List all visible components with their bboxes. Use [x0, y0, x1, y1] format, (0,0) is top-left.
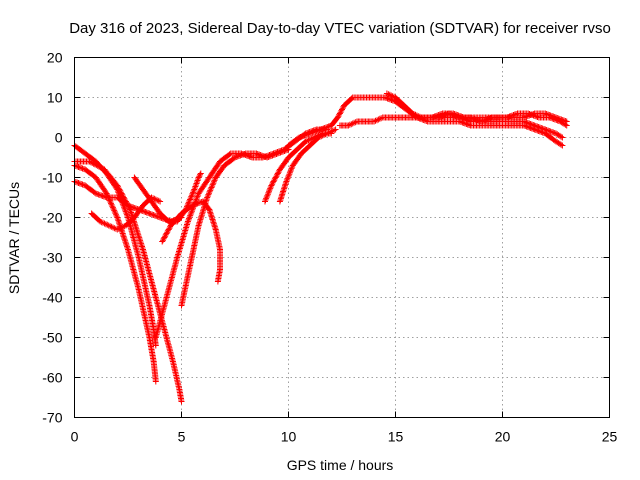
series-markers [276, 126, 339, 205]
x-axis-label: GPS time / hours [287, 457, 394, 473]
series-track-6 [131, 170, 204, 225]
y-tick-label: -40 [42, 290, 62, 306]
y-tick-label: -10 [42, 170, 62, 186]
series-markers [131, 170, 204, 225]
series-track-11 [276, 126, 339, 205]
data-points [71, 90, 570, 405]
x-tick-label: 0 [71, 429, 79, 445]
x-tick-label: 25 [602, 429, 618, 445]
series-markers [336, 114, 566, 149]
y-tick-label: -50 [42, 330, 62, 346]
series-track-14 [336, 114, 566, 149]
y-tick-label: 0 [55, 130, 63, 146]
chart-title: Day 316 of 2023, Sidereal Day-to-day VTE… [69, 20, 611, 37]
y-tick-label: 20 [47, 50, 63, 66]
plot-frame [74, 57, 610, 418]
x-tick-label: 5 [178, 429, 186, 445]
series-markers [152, 126, 330, 341]
axis-ticks: 0 5 10 15 20 25 20 10 0 -10 -20 -30 -40 -50 -60 -70 [42, 50, 617, 445]
series-track-3 [71, 158, 185, 405]
series-markers [435, 110, 570, 125]
series-markers [71, 158, 185, 405]
series-track-9 [178, 146, 292, 309]
series-track-8 [152, 126, 330, 341]
y-tick-label: -60 [42, 370, 62, 386]
y-tick-label: 10 [47, 90, 63, 106]
y-tick-label: -30 [42, 250, 62, 266]
y-axis-label: SDTVAR / TECUs [6, 182, 22, 294]
x-tick-label: 15 [388, 429, 404, 445]
series-track-15 [435, 110, 570, 125]
y-tick-label: -20 [42, 210, 62, 226]
y-tick-label: -70 [42, 410, 62, 426]
series-markers [178, 146, 292, 309]
x-tick-label: 10 [281, 429, 297, 445]
x-tick-label: 20 [495, 429, 511, 445]
